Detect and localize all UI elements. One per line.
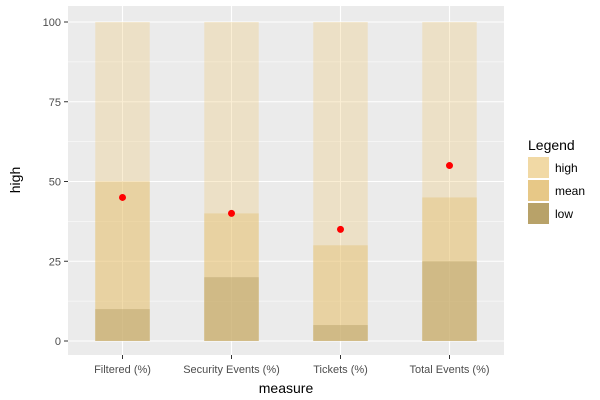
bar-low	[95, 309, 150, 341]
y-axis-title: high	[7, 167, 23, 193]
legend-label: high	[555, 161, 578, 175]
data-point	[337, 225, 344, 233]
data-point	[119, 193, 126, 201]
data-point	[228, 209, 235, 217]
y-tick-label: 50	[49, 177, 61, 189]
data-point	[446, 162, 453, 170]
bar-low	[313, 325, 368, 341]
legend-key-low	[528, 203, 549, 224]
y-axis: 0 25 50 75 100	[43, 17, 68, 348]
x-axis: Filtered (%) Security Events (%) Tickets (…	[94, 355, 490, 376]
x-axis-title: measure	[259, 380, 314, 396]
legend-key-high	[528, 157, 549, 178]
bar-high	[313, 22, 368, 341]
bar-low	[422, 261, 477, 341]
bar-high	[95, 22, 150, 341]
bar-low	[204, 277, 259, 341]
legend: Legend high mean low	[528, 137, 585, 224]
bars-low	[95, 261, 477, 341]
legend-key-mean	[528, 180, 549, 201]
y-tick-label: 0	[55, 336, 61, 348]
x-tick-label: Security Events (%)	[183, 364, 280, 376]
x-tick-label: Tickets (%)	[313, 364, 368, 376]
legend-label: mean	[555, 184, 585, 198]
points	[119, 162, 453, 233]
legend-entries: high mean low	[528, 157, 585, 224]
y-tick-label: 75	[49, 97, 61, 109]
x-tick-label: Filtered (%)	[94, 364, 151, 376]
legend-label: low	[555, 207, 573, 221]
y-tick-label: 25	[49, 256, 61, 268]
x-tick-label: Total Events (%)	[409, 364, 489, 376]
legend-title: Legend	[528, 137, 575, 153]
y-tick-label: 100	[43, 17, 61, 29]
